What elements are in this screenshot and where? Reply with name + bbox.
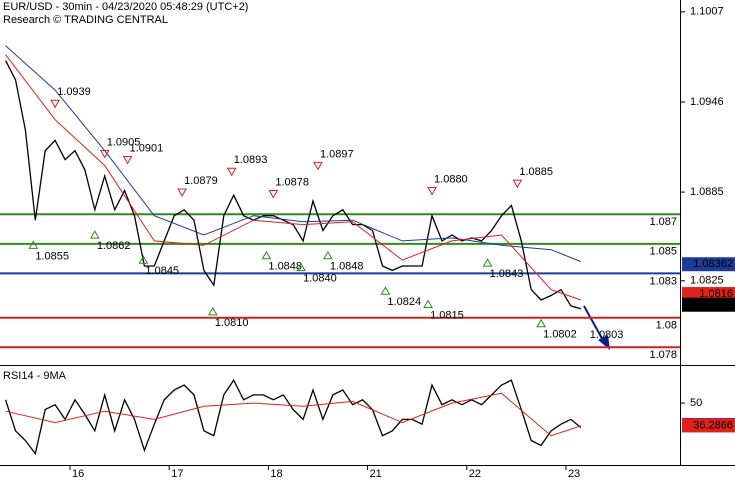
high-label: 1.0878 bbox=[275, 176, 309, 188]
high-label: 1.0901 bbox=[130, 142, 164, 154]
low-label: 1.0855 bbox=[35, 250, 69, 262]
last-value-box bbox=[682, 287, 735, 302]
last-value-box bbox=[682, 418, 735, 433]
high-marker bbox=[512, 179, 523, 189]
projection-arrow bbox=[583, 305, 610, 350]
low-marker bbox=[28, 240, 39, 249]
low-label: 1.0802 bbox=[543, 329, 577, 341]
low-label: 1.0848 bbox=[268, 261, 302, 273]
level-label: 1.078 bbox=[649, 349, 677, 361]
y-tick-label: 50 bbox=[690, 397, 702, 409]
high-label: 1.0939 bbox=[57, 86, 91, 98]
last-value-label: 1.08362 bbox=[693, 258, 733, 270]
low-label: 1.0845 bbox=[145, 265, 179, 277]
series-line bbox=[4, 378, 582, 456]
x-tick-label: 22 bbox=[469, 468, 481, 480]
high-label: 1.0879 bbox=[184, 175, 218, 187]
high-label: 1.0893 bbox=[234, 154, 268, 166]
high-marker bbox=[122, 155, 133, 165]
high-marker bbox=[427, 186, 437, 196]
low-label: 1.0815 bbox=[430, 309, 464, 321]
series-line bbox=[5, 392, 581, 437]
low-marker bbox=[380, 286, 391, 295]
high-label: 1.0905 bbox=[107, 136, 141, 148]
chart-subtitle: Research © TRADING CENTRAL bbox=[3, 14, 168, 26]
chart-title: EUR/USD - 30min - 04/23/2020 05:48:29 (U… bbox=[3, 1, 248, 13]
low-marker bbox=[536, 318, 547, 328]
low-marker bbox=[138, 255, 149, 264]
low-marker bbox=[482, 258, 493, 267]
low-label: 1.0824 bbox=[387, 296, 421, 308]
y-tick-label: 1.1007 bbox=[690, 6, 724, 18]
series-line bbox=[5, 54, 581, 301]
x-tick-label: 21 bbox=[370, 468, 382, 480]
x-tick-label: 16 bbox=[72, 468, 84, 480]
low-marker bbox=[207, 306, 218, 316]
target-label: 1.0803 bbox=[590, 329, 624, 341]
high-label: 1.0897 bbox=[320, 148, 354, 160]
last-value-box bbox=[682, 257, 735, 272]
low-marker bbox=[423, 299, 433, 309]
high-marker bbox=[99, 150, 110, 159]
low-label: 1.0810 bbox=[215, 317, 249, 329]
last-value-label: 1.0816 bbox=[699, 288, 733, 300]
high-marker bbox=[177, 188, 187, 197]
low-marker bbox=[323, 250, 333, 260]
level-label: 1.083 bbox=[649, 275, 677, 287]
high-label: 1.0880 bbox=[434, 173, 468, 185]
level-label: 1.087 bbox=[649, 216, 677, 228]
x-tick-label: 23 bbox=[568, 468, 580, 480]
high-marker bbox=[50, 99, 61, 109]
x-tick-label: 17 bbox=[171, 468, 183, 480]
y-tick-label: 1.0946 bbox=[690, 96, 724, 108]
low-label: 1.0843 bbox=[490, 268, 524, 280]
x-tick-label: 18 bbox=[270, 468, 282, 480]
high-marker bbox=[313, 161, 323, 171]
y-tick-label: 1.0885 bbox=[690, 186, 724, 198]
low-label: 1.0840 bbox=[303, 273, 337, 285]
high-marker bbox=[268, 189, 279, 199]
low-label: 1.0848 bbox=[330, 261, 364, 273]
low-marker bbox=[89, 230, 100, 239]
low-marker bbox=[261, 250, 272, 260]
last-value-box bbox=[682, 297, 735, 312]
level-label: 1.085 bbox=[649, 246, 677, 258]
level-label: 1.08 bbox=[656, 320, 677, 332]
low-marker bbox=[296, 262, 306, 272]
last-value-label: 36.2866 bbox=[693, 419, 733, 431]
y-tick-label: 1.0825 bbox=[690, 275, 724, 287]
high-label: 1.0885 bbox=[519, 166, 553, 178]
panel-title: RSI14 - 9MA bbox=[3, 370, 67, 382]
high-marker bbox=[226, 167, 237, 177]
low-label: 1.0862 bbox=[97, 240, 131, 252]
last-value-label: 1.08088 bbox=[693, 299, 733, 311]
